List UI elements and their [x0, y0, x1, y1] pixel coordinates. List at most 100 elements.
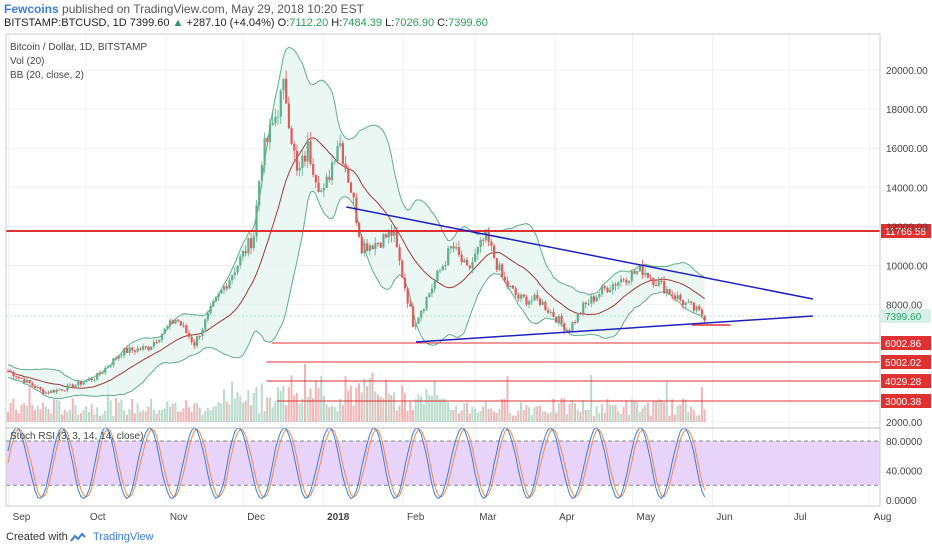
- candle-body: [509, 285, 512, 287]
- candle-body: [228, 280, 231, 289]
- candle-body: [106, 366, 110, 368]
- candle-body: [325, 176, 328, 188]
- volume-bar: [601, 404, 603, 422]
- candle-body: [66, 385, 69, 391]
- volume-bar: [279, 391, 282, 422]
- volume-bar: [425, 388, 428, 422]
- candle-body: [587, 303, 590, 305]
- candle-body: [692, 302, 695, 311]
- candle-body: [28, 379, 31, 384]
- volume-bar: [131, 398, 134, 422]
- volume-bar: [447, 402, 450, 422]
- candle-body: [293, 143, 296, 151]
- candle-body: [476, 247, 479, 254]
- support-tag: [881, 374, 931, 388]
- volume-bar: [466, 402, 468, 422]
- candle-body: [96, 373, 99, 380]
- volume-bar: [549, 412, 552, 422]
- candle-body: [44, 392, 47, 394]
- volume-bar: [306, 396, 309, 422]
- volume-bar: [158, 410, 161, 422]
- candle-body: [695, 306, 698, 311]
- volume-bar: [268, 397, 271, 422]
- x-tick-label: Sep: [13, 512, 31, 523]
- y-tick-label: 10000.00: [886, 262, 928, 273]
- candle-body: [285, 78, 288, 104]
- candle-body: [225, 286, 228, 289]
- volume-bar: [652, 400, 655, 422]
- author-link[interactable]: Fewcoins: [4, 2, 59, 16]
- candle-body: [25, 379, 29, 383]
- volume-bar: [171, 403, 174, 422]
- legend-symbol: Bitcoin / Dollar, 1D, BITSTAMP: [10, 42, 147, 53]
- candle-body: [150, 346, 153, 350]
- candle-body: [79, 381, 83, 385]
- volume-bar: [555, 412, 558, 422]
- candle-body: [23, 378, 26, 383]
- candle-body: [565, 329, 569, 331]
- volume-bar: [244, 400, 247, 422]
- volume-bar: [220, 403, 223, 422]
- chart-canvas[interactable]: 11766.58 6002.86 5002.02 4029.28 3000.38 7399…: [0, 0, 932, 528]
- volume-bar: [455, 405, 458, 422]
- volume-bar: [179, 411, 182, 422]
- volume-bar: [336, 410, 339, 422]
- candle-body: [644, 272, 647, 275]
- tradingview-logo-icon: [70, 532, 86, 542]
- volume-bar: [576, 409, 579, 422]
- candle-body: [61, 389, 64, 391]
- volume-bar: [150, 399, 153, 422]
- volume-bar: [236, 392, 239, 422]
- created-with: Created with: [6, 531, 68, 543]
- volume-bar: [687, 412, 690, 422]
- volume-bar: [409, 401, 412, 422]
- volume-bar: [628, 414, 630, 422]
- candle-body: [128, 347, 131, 353]
- candle-body: [533, 294, 536, 301]
- candle-body: [47, 392, 50, 394]
- volume-bar: [690, 406, 693, 422]
- candle-body: [441, 266, 444, 271]
- volume-bar: [347, 390, 350, 422]
- candle-body: [633, 271, 636, 274]
- volume-bar: [641, 408, 644, 422]
- candle-body: [282, 78, 285, 91]
- candle-body: [395, 231, 398, 248]
- volume-bar: [285, 405, 288, 422]
- volume-bar: [133, 413, 136, 422]
- last-price: 7399.60: [129, 17, 170, 29]
- stoch-k-line: [7, 426, 706, 500]
- support-label: 3000.38: [885, 397, 922, 408]
- open-label: O:: [277, 17, 290, 29]
- volume-bar: [214, 406, 217, 422]
- high-value: 7484.39: [342, 17, 383, 29]
- volume-bar: [560, 398, 563, 422]
- candles: [7, 70, 706, 396]
- tradingview-link[interactable]: TradingView: [93, 531, 154, 543]
- candle-body: [160, 333, 164, 340]
- volume-bar: [590, 374, 593, 422]
- y-tick-label: 12000.00: [886, 222, 928, 233]
- volume-bar: [495, 412, 498, 422]
- volume-bar: [88, 412, 90, 422]
- volume-bar: [633, 401, 636, 422]
- candle-body: [657, 280, 660, 287]
- volume-bar: [665, 381, 668, 422]
- candle-body: [58, 389, 61, 391]
- candle-body: [595, 297, 598, 302]
- candle-body: [166, 326, 169, 329]
- candle-body: [514, 288, 517, 295]
- volume-bar: [63, 409, 66, 422]
- candle-body: [522, 294, 525, 297]
- candle-body: [333, 161, 336, 163]
- candle-body: [247, 238, 250, 254]
- candle-body: [171, 320, 174, 324]
- candle-body: [177, 319, 180, 322]
- volume-bar: [646, 402, 649, 422]
- volume-bar: [520, 402, 522, 422]
- plot-frame: [5, 33, 881, 507]
- candle-body: [115, 358, 118, 360]
- candle-body: [417, 317, 420, 324]
- volume-bar: [695, 415, 698, 422]
- candle-body: [592, 296, 596, 302]
